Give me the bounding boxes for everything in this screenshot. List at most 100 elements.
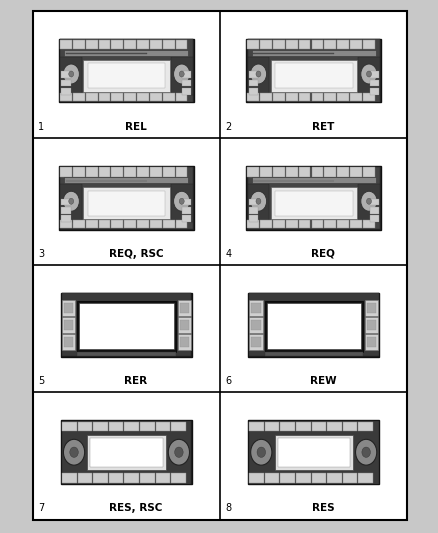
Bar: [60, 57, 82, 95]
Bar: [247, 40, 259, 50]
Bar: [367, 303, 376, 312]
Bar: [367, 320, 376, 330]
Bar: [343, 473, 357, 483]
Bar: [363, 167, 374, 177]
Bar: [249, 207, 258, 214]
Circle shape: [251, 439, 272, 465]
Bar: [249, 88, 258, 95]
Bar: [176, 40, 187, 50]
Bar: [60, 93, 72, 101]
Bar: [363, 93, 374, 101]
Bar: [180, 320, 189, 330]
Circle shape: [256, 71, 261, 77]
Bar: [251, 320, 261, 330]
Bar: [260, 167, 272, 177]
Bar: [163, 167, 175, 177]
Bar: [247, 93, 259, 101]
Bar: [370, 215, 379, 222]
Bar: [365, 300, 378, 316]
Bar: [260, 40, 272, 50]
Bar: [163, 220, 175, 228]
Bar: [311, 167, 323, 177]
Bar: [62, 473, 77, 483]
Bar: [60, 184, 82, 222]
Circle shape: [179, 71, 184, 77]
Bar: [59, 39, 194, 102]
Bar: [61, 199, 71, 205]
Bar: [176, 93, 187, 101]
Bar: [249, 199, 258, 205]
Bar: [299, 93, 311, 101]
Bar: [325, 40, 336, 50]
Bar: [112, 220, 123, 228]
Bar: [180, 337, 189, 347]
Text: 8: 8: [225, 503, 231, 513]
Circle shape: [173, 64, 190, 84]
Bar: [182, 71, 191, 78]
Bar: [370, 207, 379, 214]
Bar: [280, 422, 295, 431]
Bar: [286, 40, 298, 50]
Circle shape: [69, 71, 74, 77]
Circle shape: [250, 191, 267, 211]
Bar: [99, 93, 110, 101]
Bar: [99, 40, 110, 50]
Bar: [78, 352, 176, 356]
Bar: [83, 188, 170, 219]
Bar: [265, 352, 363, 356]
Bar: [358, 422, 373, 431]
Bar: [286, 220, 298, 228]
Bar: [78, 473, 92, 483]
Bar: [73, 93, 85, 101]
Bar: [182, 88, 191, 95]
Bar: [337, 93, 349, 101]
Bar: [260, 220, 272, 228]
Bar: [64, 177, 188, 183]
Bar: [64, 337, 74, 347]
Bar: [247, 57, 269, 95]
Bar: [367, 337, 376, 347]
Bar: [61, 421, 192, 484]
Bar: [62, 294, 191, 357]
Circle shape: [356, 439, 377, 465]
Bar: [150, 220, 162, 228]
Text: REQ: REQ: [311, 249, 335, 259]
Bar: [86, 220, 98, 228]
Bar: [370, 79, 379, 86]
Bar: [365, 334, 378, 350]
Bar: [171, 473, 186, 483]
Text: 6: 6: [225, 376, 231, 386]
Bar: [337, 220, 349, 228]
Bar: [275, 435, 353, 470]
Bar: [252, 50, 376, 56]
Bar: [311, 93, 323, 101]
Bar: [247, 39, 380, 102]
Text: 3: 3: [38, 249, 44, 259]
Bar: [296, 422, 311, 431]
Bar: [180, 303, 189, 312]
Bar: [124, 40, 136, 50]
Bar: [88, 190, 165, 216]
Circle shape: [361, 191, 377, 211]
Bar: [177, 334, 191, 350]
Bar: [99, 220, 110, 228]
Bar: [350, 93, 362, 101]
Circle shape: [256, 198, 261, 204]
Bar: [64, 303, 74, 312]
Bar: [112, 40, 123, 50]
Bar: [137, 93, 149, 101]
Bar: [155, 473, 170, 483]
Circle shape: [250, 64, 267, 84]
Bar: [299, 167, 311, 177]
Bar: [78, 422, 92, 431]
Bar: [62, 421, 191, 484]
Circle shape: [70, 447, 78, 457]
Bar: [247, 167, 259, 177]
Text: REL: REL: [125, 122, 147, 132]
Bar: [286, 167, 298, 177]
Bar: [358, 57, 380, 95]
Bar: [265, 422, 279, 431]
Bar: [86, 40, 98, 50]
Bar: [62, 334, 75, 350]
Bar: [150, 40, 162, 50]
